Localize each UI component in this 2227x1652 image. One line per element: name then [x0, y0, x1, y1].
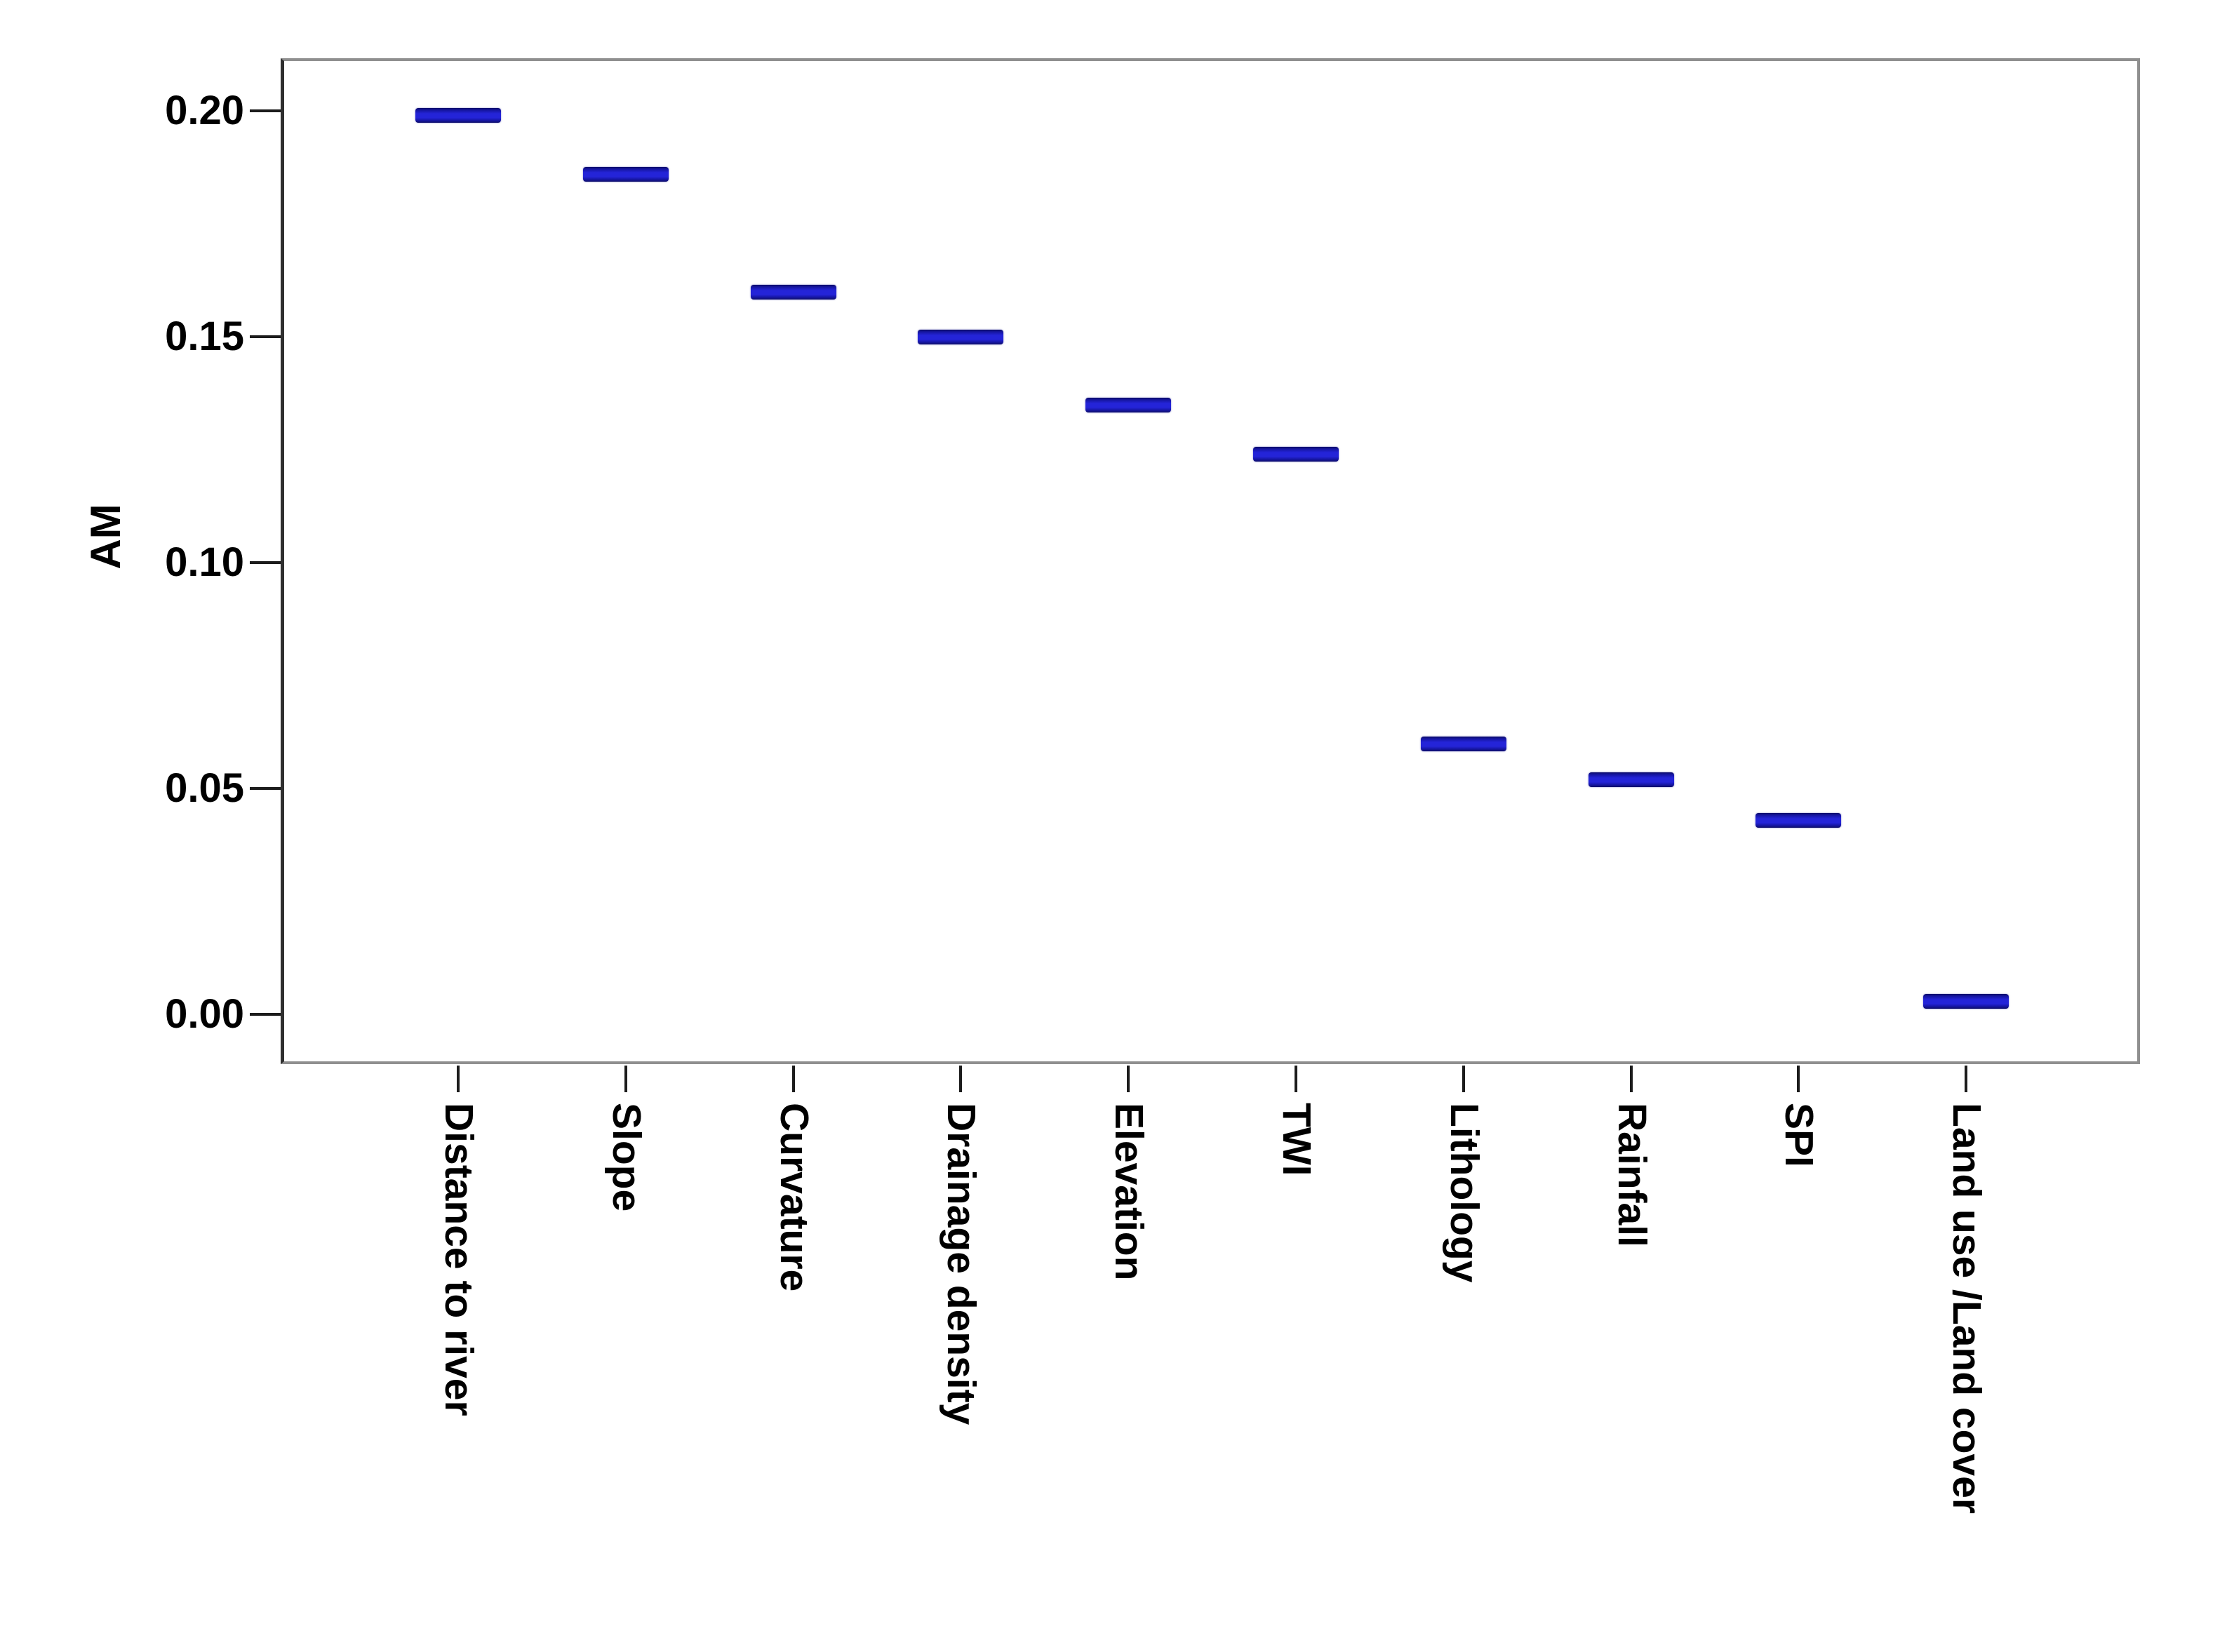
plot-area: [281, 58, 2140, 1064]
y-tick: [250, 109, 281, 112]
x-tick: [959, 1066, 963, 1092]
y-tick-label: 0.15: [165, 314, 244, 359]
y-tick-label: 0.10: [165, 539, 244, 585]
x-tick: [1127, 1066, 1130, 1092]
data-point-dash: [1588, 772, 1674, 788]
x-tick-label: SPI: [1777, 1103, 1822, 1167]
x-tick: [1965, 1066, 1968, 1092]
data-point-dash: [1253, 447, 1339, 462]
x-tick: [624, 1066, 627, 1092]
x-tick-label: Rainfall: [1609, 1103, 1654, 1247]
data-point-dash: [750, 284, 836, 300]
x-tick-label: Slope: [603, 1103, 649, 1212]
data-point-dash: [582, 167, 669, 182]
data-point-dash: [1755, 813, 1842, 828]
x-tick-label: Drainage density: [939, 1103, 984, 1425]
x-tick-label: Elevation: [1106, 1103, 1152, 1281]
y-tick: [250, 561, 281, 564]
data-point-dash: [918, 330, 1004, 344]
x-tick: [1629, 1066, 1633, 1092]
x-tick-label: TWI: [1274, 1103, 1319, 1176]
x-tick: [1462, 1066, 1465, 1092]
data-point-dash: [1923, 993, 2009, 1009]
data-point-dash: [1085, 397, 1172, 412]
x-tick-label: Distance to river: [436, 1103, 481, 1416]
x-tick-label: Land use /Land cover: [1944, 1103, 1990, 1514]
y-tick: [250, 787, 281, 790]
y-tick: [250, 335, 281, 338]
y-tick: [250, 1013, 281, 1016]
x-tick: [1797, 1066, 1800, 1092]
x-tick: [791, 1066, 795, 1092]
data-point-dash: [415, 108, 501, 123]
data-point-dash: [1420, 736, 1506, 751]
x-tick-label: Curvature: [771, 1103, 817, 1292]
y-tick-label: 0.05: [165, 765, 244, 811]
y-tick-label: 0.00: [165, 991, 244, 1037]
x-tick-label: Lithology: [1441, 1103, 1487, 1283]
x-tick: [1295, 1066, 1297, 1092]
y-tick-label: 0.20: [165, 88, 244, 133]
x-tick: [457, 1066, 460, 1092]
